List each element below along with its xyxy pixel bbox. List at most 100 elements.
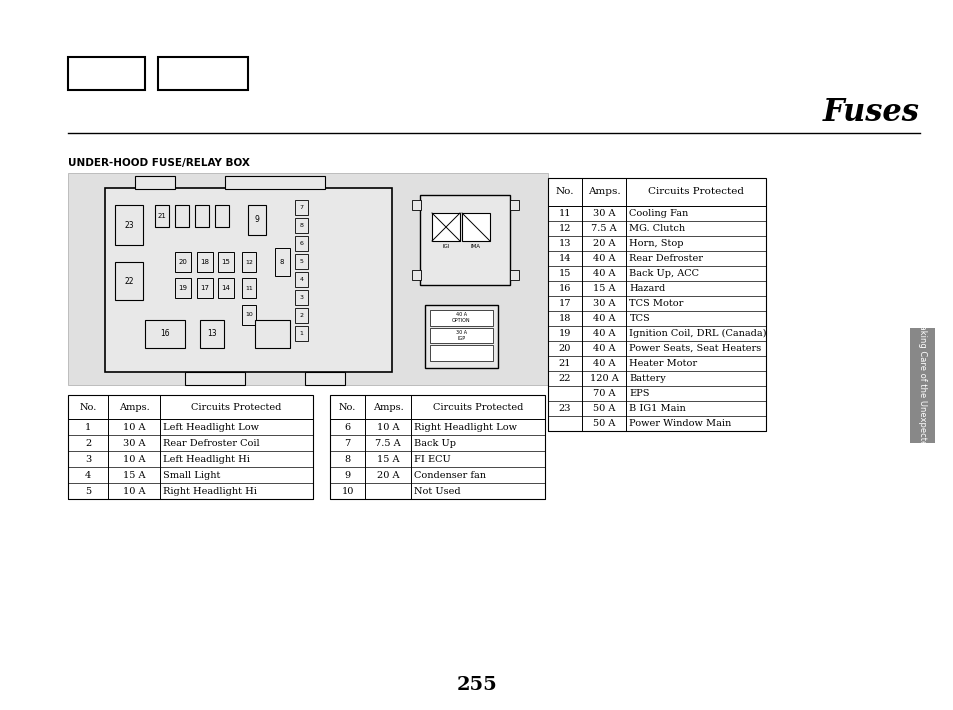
Text: No.: No. [79,403,97,412]
Bar [430,328,493,344]
Bar [412,200,420,210]
Text: 5: 5 [85,486,91,496]
Bar [68,57,145,90]
Text: Not Used: Not Used [414,486,459,496]
Text: Heater Motor: Heater Motor [629,359,697,368]
Bar [294,326,308,341]
Text: 15 A: 15 A [376,454,399,464]
Bar [115,262,143,300]
Bar [154,205,169,227]
Text: Amps.: Amps. [373,403,403,412]
Text: 15: 15 [558,269,571,278]
Text: 40 A
OPTION: 40 A OPTION [452,312,471,323]
Text: Circuits Protected: Circuits Protected [647,187,743,197]
Text: 120 A: 120 A [589,374,618,383]
Text: Small Light: Small Light [163,471,220,479]
Bar [145,320,185,348]
Text: 16: 16 [558,284,571,293]
Text: 4: 4 [85,471,91,479]
Text: Back Up, ACC: Back Up, ACC [629,269,699,278]
Bar [248,205,266,235]
Text: 13: 13 [207,329,216,339]
Bar [274,248,290,276]
Text: 2: 2 [85,439,91,447]
Text: 50 A: 50 A [593,419,615,428]
Bar [294,254,308,269]
Text: Taking Care of the Unexpected: Taking Care of the Unexpected [917,321,926,450]
Text: TCS Motor: TCS Motor [629,299,683,308]
Bar [174,205,189,227]
Bar [294,308,308,323]
Text: No.: No. [338,403,356,412]
Text: 255: 255 [456,676,497,694]
Text: 20 A: 20 A [592,239,615,248]
Text: 2: 2 [299,313,303,318]
Text: 12: 12 [558,224,571,233]
Text: 15: 15 [221,259,231,265]
Text: 17: 17 [200,285,210,291]
Text: 10 A: 10 A [376,422,399,432]
Text: Fuses: Fuses [822,97,919,128]
Bar [218,278,233,298]
Text: 22: 22 [558,374,571,383]
Bar [330,395,544,499]
Text: EPS: EPS [629,389,649,398]
Text: 22: 22 [124,276,133,285]
Text: FI ECU: FI ECU [414,454,450,464]
Text: 11: 11 [245,285,253,290]
Bar [294,218,308,233]
Bar [424,305,497,368]
Text: 14: 14 [558,254,571,263]
Text: 30 A: 30 A [592,209,615,218]
Bar [194,205,209,227]
Bar [225,176,325,189]
Bar [430,310,493,326]
Text: 30 A: 30 A [592,299,615,308]
Text: 20: 20 [558,344,571,353]
Text: 7.5 A: 7.5 A [375,439,400,447]
Bar [174,252,191,272]
Text: 19: 19 [558,329,571,338]
Text: 18: 18 [558,314,571,323]
Text: 9: 9 [254,216,259,224]
Text: 11: 11 [558,209,571,218]
Bar [412,270,420,280]
Bar [294,272,308,287]
Text: B IG1 Main: B IG1 Main [629,404,685,413]
Bar [174,278,191,298]
Text: Back Up: Back Up [414,439,456,447]
Text: TCS: TCS [629,314,650,323]
Text: Condenser fan: Condenser fan [414,471,485,479]
Text: 8: 8 [299,223,303,228]
Text: Cooling Fan: Cooling Fan [629,209,688,218]
Text: MG. Clutch: MG. Clutch [629,224,685,233]
Bar [510,200,518,210]
Bar [461,213,490,241]
Bar [196,252,213,272]
Text: Amps.: Amps. [587,187,619,197]
Text: Right Headlight Low: Right Headlight Low [414,422,517,432]
Text: 20 A: 20 A [376,471,399,479]
Text: 40 A: 40 A [592,359,615,368]
Text: 10: 10 [341,486,354,496]
Text: 40 A: 40 A [592,344,615,353]
Text: Ignition Coil, DRL (Canada): Ignition Coil, DRL (Canada) [629,329,766,338]
Text: 23: 23 [124,221,133,229]
Bar [105,188,392,372]
Bar [185,372,245,385]
Text: Circuits Protected: Circuits Protected [191,403,281,412]
Text: Left Headlight Low: Left Headlight Low [163,422,258,432]
Bar [200,320,224,348]
Bar [135,176,174,189]
Text: 5: 5 [299,259,303,264]
Text: Circuits Protected: Circuits Protected [432,403,522,412]
Text: Amps.: Amps. [119,403,150,412]
Text: 8: 8 [344,454,351,464]
Bar [419,195,510,285]
Text: 7.5 A: 7.5 A [591,224,617,233]
Text: 40 A: 40 A [592,329,615,338]
Bar [254,320,290,348]
Bar [909,328,934,443]
Text: 7: 7 [344,439,351,447]
Text: 15 A: 15 A [123,471,145,479]
